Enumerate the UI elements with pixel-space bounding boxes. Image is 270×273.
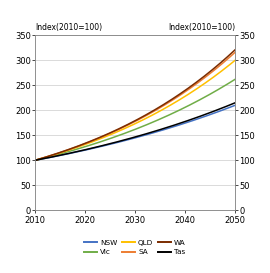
Legend: NSW, Vic, QLD, SA, WA, Tas: NSW, Vic, QLD, SA, WA, Tas — [83, 238, 187, 257]
Text: Index(2010=100): Index(2010=100) — [35, 23, 102, 32]
Text: Index(2010=100): Index(2010=100) — [168, 23, 235, 32]
